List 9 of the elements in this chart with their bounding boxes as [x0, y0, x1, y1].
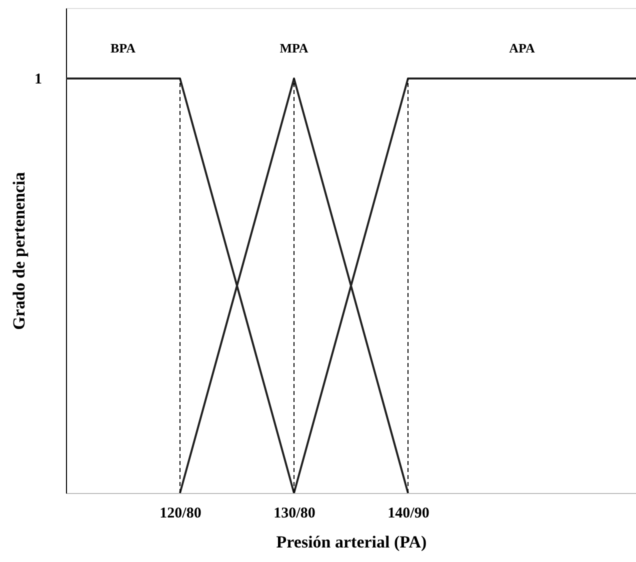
text: 1 — [34, 71, 42, 88]
series-label: APA — [509, 40, 536, 56]
x-tick-label: 140/90 — [388, 506, 430, 522]
y-axis-title: Grado de pertenencia — [10, 172, 28, 330]
series-label: BPA — [110, 40, 136, 56]
x-tick-label: 120/80 — [160, 506, 202, 522]
x-tick-label: 130/80 — [274, 506, 316, 522]
x-axis-title: Presión arterial (PA) — [276, 532, 427, 552]
text: MPA — [280, 40, 309, 56]
